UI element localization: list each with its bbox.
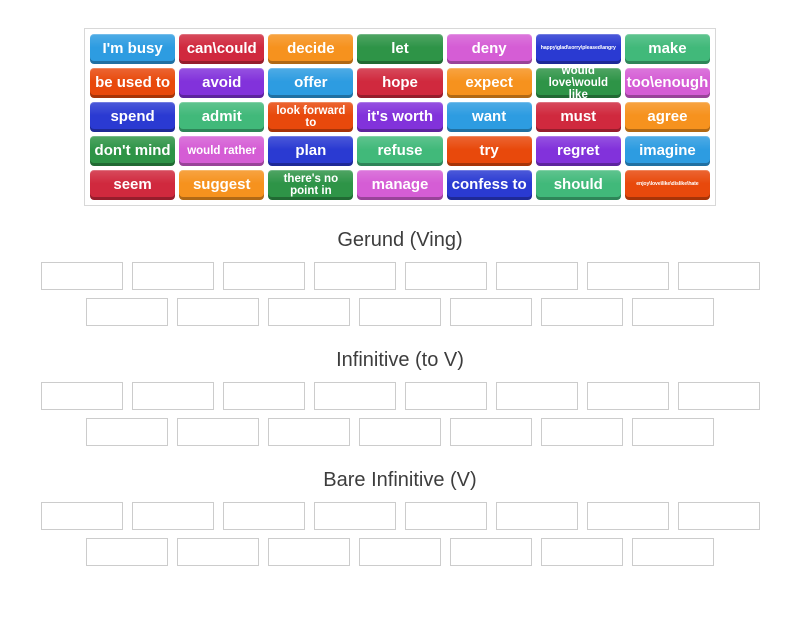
tile-refuse[interactable]: refuse [357,136,443,166]
group-title-gerund: Gerund (Ving) [337,229,463,251]
tile-expect[interactable]: expect [446,68,532,98]
drop-slot[interactable] [222,262,305,290]
drop-slot[interactable] [177,538,259,566]
group-title-infinitive: Infinitive (to V) [336,349,464,371]
drop-slot[interactable] [177,418,259,446]
tile-plan[interactable]: plan [268,136,354,166]
drop-slot[interactable] [541,538,623,566]
tile-must[interactable]: must [535,102,621,132]
tile-offer[interactable]: offer [268,68,354,98]
drop-slot[interactable] [131,262,214,290]
drop-slot[interactable] [586,502,669,530]
slot-row [0,502,800,530]
tile-spend[interactable]: spend [90,102,176,132]
tile-try[interactable]: try [446,136,532,166]
drop-slot[interactable] [359,298,441,326]
tile-should[interactable]: should [535,170,621,200]
drop-slot[interactable] [541,418,623,446]
drop-slot[interactable] [541,298,623,326]
drop-slot[interactable] [404,382,487,410]
tile-avoid[interactable]: avoid [179,68,265,98]
drop-slot[interactable] [86,298,168,326]
tile-suggest[interactable]: suggest [179,170,265,200]
group-title-bare-infinitive: Bare Infinitive (V) [323,469,477,491]
tile-agree[interactable]: agree [624,102,710,132]
drop-slot[interactable] [268,418,350,446]
drop-slot[interactable] [86,538,168,566]
tile-confess-to[interactable]: confess to [446,170,532,200]
drop-slot[interactable] [632,538,714,566]
tile-happy-glad-sorry-pleased-angry[interactable]: happy\glad\sorry\pleased\angry [535,34,621,64]
tile-would-love-would-like[interactable]: would love\would like [535,68,621,98]
group-section-gerund: Gerund (Ving) [0,228,800,326]
drop-slot[interactable] [359,538,441,566]
slot-row [0,538,800,566]
tile-hope[interactable]: hope [357,68,443,98]
drop-slot[interactable] [40,382,123,410]
tile-it-s-worth[interactable]: it's worth [357,102,443,132]
drop-slot[interactable] [677,382,760,410]
drop-slot[interactable] [632,418,714,446]
tile-be-used-to[interactable]: be used to [90,68,176,98]
drop-slot[interactable] [131,502,214,530]
tile-manage[interactable]: manage [357,170,443,200]
drop-slot[interactable] [222,502,305,530]
drop-slot[interactable] [677,262,760,290]
slot-row [0,298,800,326]
drop-slot[interactable] [177,298,259,326]
tile-can-could[interactable]: can\could [179,34,265,64]
drop-slot[interactable] [268,298,350,326]
slot-row [0,262,800,290]
tile-decide[interactable]: decide [268,34,354,64]
tile-i-m-busy[interactable]: I'm busy [90,34,176,64]
tile-imagine[interactable]: imagine [624,136,710,166]
drop-slot[interactable] [677,502,760,530]
drop-slot[interactable] [495,382,578,410]
tile-too-enough[interactable]: too\enough [624,68,710,98]
drop-slot[interactable] [632,298,714,326]
tile-enjoy-love-like-dislike-hate[interactable]: enjoy\love\like\dislike\hate [624,170,710,200]
drop-slot[interactable] [131,382,214,410]
group-section-infinitive: Infinitive (to V) [0,348,800,446]
drop-slot[interactable] [40,502,123,530]
tile-make[interactable]: make [624,34,710,64]
tile-want[interactable]: want [446,102,532,132]
drop-slot[interactable] [450,418,532,446]
drop-slot[interactable] [313,502,396,530]
tile-there-s-no-point-in[interactable]: there's no point in [268,170,354,200]
drop-slot[interactable] [586,262,669,290]
drop-slot[interactable] [86,418,168,446]
tile-look-forward-to[interactable]: look forward to [268,102,354,132]
drop-slot[interactable] [495,502,578,530]
drop-slot[interactable] [40,262,123,290]
tile-deny[interactable]: deny [446,34,532,64]
drop-slot[interactable] [495,262,578,290]
drop-slot[interactable] [313,382,396,410]
drop-slot[interactable] [404,262,487,290]
word-bank: I'm busy can\could decide let deny happy\glad… [84,28,716,206]
slot-row [0,382,800,410]
tile-don-t-mind[interactable]: don't mind [90,136,176,166]
drop-slot[interactable] [222,382,305,410]
tile-would-rather[interactable]: would rather [179,136,265,166]
drop-slot[interactable] [404,502,487,530]
drop-slot[interactable] [359,418,441,446]
tile-admit[interactable]: admit [179,102,265,132]
tile-regret[interactable]: regret [535,136,621,166]
drop-slot[interactable] [586,382,669,410]
drop-slot[interactable] [268,538,350,566]
drop-slot[interactable] [450,298,532,326]
group-section-bare-infinitive: Bare Infinitive (V) [0,468,800,566]
drop-slot[interactable] [450,538,532,566]
tile-let[interactable]: let [357,34,443,64]
slot-row [0,418,800,446]
drop-slot[interactable] [313,262,396,290]
tile-seem[interactable]: seem [90,170,176,200]
